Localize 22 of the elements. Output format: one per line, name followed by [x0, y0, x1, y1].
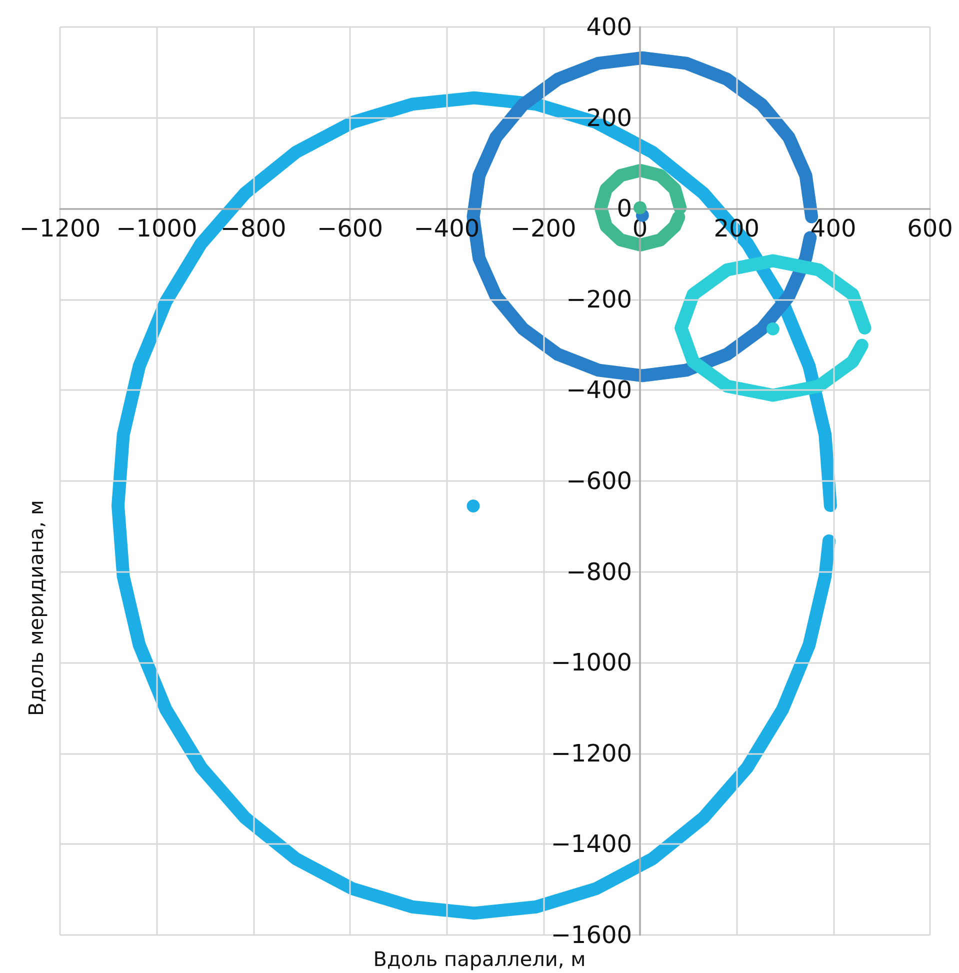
point — [634, 201, 646, 214]
y-tick-label: 400 — [586, 13, 632, 41]
x-tick-label: −1200 — [19, 214, 101, 243]
x-tick-label: −800 — [220, 214, 286, 243]
y-tick-label: −800 — [566, 558, 632, 586]
y-tick-label: −1600 — [550, 921, 632, 949]
x-tick-label: −200 — [510, 214, 576, 243]
y-tick-label: −1200 — [550, 739, 632, 768]
y-tick-label: −1000 — [550, 648, 632, 677]
x-tick-label: −1000 — [116, 214, 198, 243]
x-axis-title: Вдоль параллели, м — [373, 947, 586, 971]
y-tick-label: −1400 — [550, 830, 632, 858]
y-axis-title: Вдоль меридиана, м — [24, 500, 48, 716]
point — [466, 499, 480, 512]
y-tick-label: −400 — [566, 376, 632, 404]
y-tick-label: −600 — [566, 467, 632, 495]
y-tick-label: 0 — [616, 194, 632, 223]
point — [766, 322, 780, 336]
x-tick-label: 600 — [907, 214, 953, 243]
x-tick-label: 400 — [810, 214, 856, 243]
x-tick-label: −600 — [317, 214, 383, 243]
y-tick-label: −200 — [566, 285, 632, 314]
